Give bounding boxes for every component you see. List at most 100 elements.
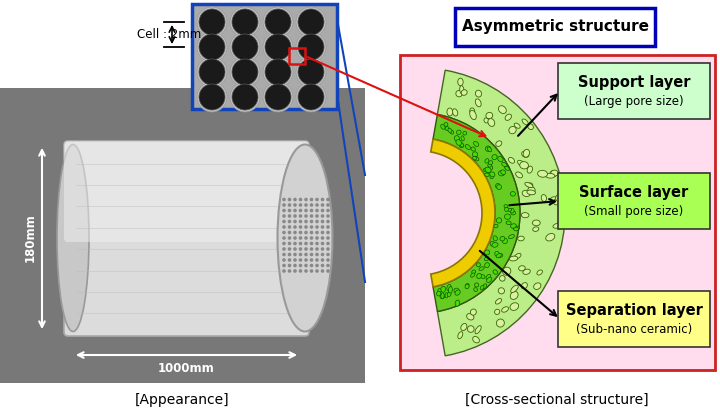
Circle shape xyxy=(282,247,286,251)
Circle shape xyxy=(304,209,308,212)
Ellipse shape xyxy=(490,242,495,246)
Circle shape xyxy=(263,7,293,37)
Ellipse shape xyxy=(510,224,516,228)
Text: [Appearance]: [Appearance] xyxy=(135,393,229,407)
Circle shape xyxy=(232,9,258,35)
Ellipse shape xyxy=(500,275,505,281)
Ellipse shape xyxy=(471,273,475,277)
Ellipse shape xyxy=(510,303,518,310)
Circle shape xyxy=(326,220,330,223)
Ellipse shape xyxy=(522,119,528,125)
Ellipse shape xyxy=(461,324,467,330)
Ellipse shape xyxy=(459,142,464,147)
Circle shape xyxy=(326,209,330,212)
Bar xyxy=(289,48,305,64)
Ellipse shape xyxy=(537,270,542,275)
Circle shape xyxy=(197,32,227,62)
Circle shape xyxy=(326,203,330,207)
Ellipse shape xyxy=(456,140,462,145)
Circle shape xyxy=(199,59,225,85)
Ellipse shape xyxy=(551,170,558,176)
Ellipse shape xyxy=(462,90,467,95)
Ellipse shape xyxy=(450,130,454,134)
Ellipse shape xyxy=(506,221,511,225)
Bar xyxy=(0,0,365,88)
Circle shape xyxy=(310,247,313,251)
Ellipse shape xyxy=(454,135,459,142)
Ellipse shape xyxy=(523,149,529,157)
Ellipse shape xyxy=(436,291,441,296)
Circle shape xyxy=(293,236,297,240)
Circle shape xyxy=(282,264,286,267)
Circle shape xyxy=(304,198,308,201)
Circle shape xyxy=(310,264,313,267)
Circle shape xyxy=(282,203,286,207)
Ellipse shape xyxy=(452,109,458,116)
Ellipse shape xyxy=(492,155,497,160)
Circle shape xyxy=(282,231,286,234)
Circle shape xyxy=(282,242,286,245)
Ellipse shape xyxy=(465,284,469,289)
Ellipse shape xyxy=(472,156,477,160)
Circle shape xyxy=(282,269,286,273)
Circle shape xyxy=(320,236,324,240)
Circle shape xyxy=(299,242,302,245)
Ellipse shape xyxy=(503,267,510,275)
Circle shape xyxy=(310,269,313,273)
Ellipse shape xyxy=(498,288,505,294)
Ellipse shape xyxy=(485,250,490,255)
Circle shape xyxy=(288,203,292,207)
Ellipse shape xyxy=(475,90,482,97)
Circle shape xyxy=(230,57,260,87)
FancyBboxPatch shape xyxy=(558,173,710,229)
Ellipse shape xyxy=(525,182,533,188)
Ellipse shape xyxy=(514,253,521,259)
Circle shape xyxy=(320,242,324,245)
Circle shape xyxy=(304,258,308,262)
Ellipse shape xyxy=(475,326,481,334)
Ellipse shape xyxy=(469,110,477,120)
Circle shape xyxy=(199,34,225,60)
Circle shape xyxy=(293,198,297,201)
Circle shape xyxy=(315,264,319,267)
Ellipse shape xyxy=(477,263,480,267)
Text: 180mm: 180mm xyxy=(24,214,37,262)
Ellipse shape xyxy=(441,286,446,292)
Circle shape xyxy=(230,7,260,37)
Ellipse shape xyxy=(438,288,441,293)
Circle shape xyxy=(310,253,313,256)
Ellipse shape xyxy=(488,166,492,170)
Text: 1000mm: 1000mm xyxy=(158,361,215,375)
Ellipse shape xyxy=(541,195,546,202)
Ellipse shape xyxy=(485,173,489,176)
Ellipse shape xyxy=(504,205,508,208)
Circle shape xyxy=(304,231,308,234)
Ellipse shape xyxy=(467,313,474,320)
Ellipse shape xyxy=(483,168,490,172)
Ellipse shape xyxy=(509,126,516,134)
Circle shape xyxy=(296,82,326,112)
Circle shape xyxy=(315,247,319,251)
Circle shape xyxy=(326,236,330,240)
Ellipse shape xyxy=(518,266,525,271)
Circle shape xyxy=(293,264,297,267)
Ellipse shape xyxy=(534,283,541,289)
Bar xyxy=(455,8,655,46)
Ellipse shape xyxy=(508,235,514,239)
Circle shape xyxy=(304,214,308,218)
Ellipse shape xyxy=(485,257,489,261)
Circle shape xyxy=(299,231,302,234)
Circle shape xyxy=(299,258,302,262)
Ellipse shape xyxy=(459,86,464,94)
Circle shape xyxy=(288,231,292,234)
Wedge shape xyxy=(437,70,565,356)
Circle shape xyxy=(288,242,292,245)
Circle shape xyxy=(310,203,313,207)
Ellipse shape xyxy=(473,156,479,161)
Circle shape xyxy=(310,225,313,229)
Circle shape xyxy=(232,34,258,60)
Ellipse shape xyxy=(513,226,519,230)
Circle shape xyxy=(230,82,260,112)
Circle shape xyxy=(263,32,293,62)
Ellipse shape xyxy=(441,293,444,299)
